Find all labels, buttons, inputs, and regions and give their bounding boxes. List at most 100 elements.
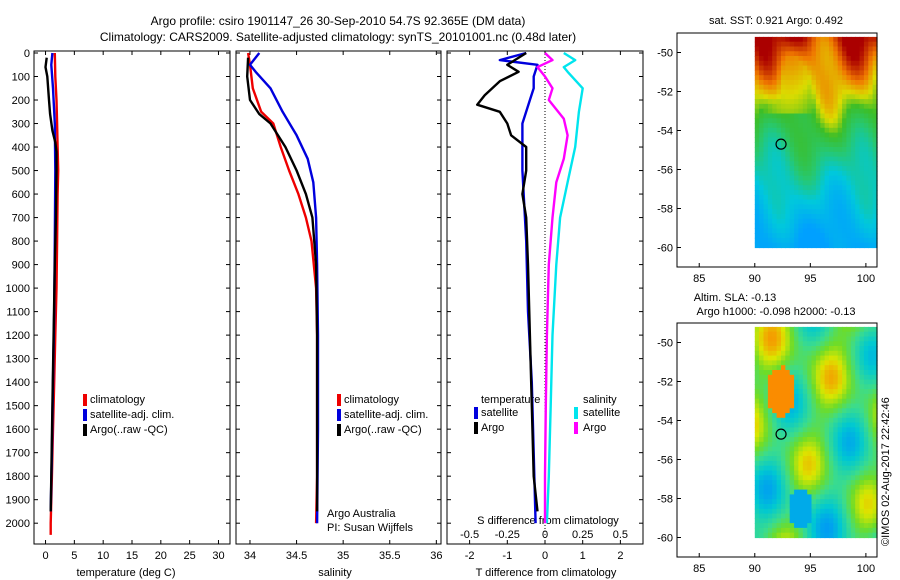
map-cell [829, 523, 834, 529]
map-cell [781, 147, 786, 153]
map-cell [829, 185, 834, 191]
map-cell [789, 365, 795, 371]
map-cell [781, 142, 786, 148]
map-cell [850, 441, 856, 448]
map-cell [785, 326, 791, 333]
map-cell [846, 180, 852, 186]
map-cell [868, 480, 874, 486]
map-cell [837, 123, 843, 129]
map-cell [763, 151, 769, 158]
map-cell [833, 389, 839, 395]
map-cell [794, 350, 800, 357]
map-cell [763, 379, 769, 385]
map-cell [842, 151, 848, 158]
map-cell [763, 99, 769, 105]
map-cell [802, 123, 808, 129]
map-cell [754, 214, 760, 220]
map-cell [776, 504, 782, 510]
map-cell [759, 432, 765, 438]
map-cell [789, 185, 795, 191]
map-cell [785, 355, 791, 361]
map-cell [829, 494, 834, 500]
map-cell [772, 408, 778, 414]
map-cell [767, 194, 773, 201]
map-cell [829, 80, 834, 86]
map-cell [798, 470, 804, 476]
map-cell [833, 451, 839, 457]
map-cell [837, 379, 843, 385]
legend-title-salinity: salinity [583, 394, 617, 406]
map-cell [772, 36, 778, 43]
map-cell [781, 336, 786, 342]
map-cell [850, 204, 856, 210]
map-cell [855, 532, 861, 539]
map-cell [833, 223, 839, 229]
map-cell [754, 228, 760, 234]
map-cell [815, 113, 821, 119]
map-cell [785, 350, 791, 357]
map-cell [802, 480, 808, 486]
map-cell [846, 80, 852, 86]
temperature-x-label: temperature (deg C) [76, 567, 175, 579]
map-cell [833, 185, 839, 191]
map-cell [837, 75, 843, 81]
map-cell [837, 432, 843, 438]
map-cell [754, 513, 760, 519]
map-cell [811, 331, 817, 338]
map-cell [781, 118, 786, 124]
map-cell [824, 350, 830, 357]
map-cell [868, 65, 874, 71]
map-cell [754, 223, 760, 229]
map-cell [829, 218, 834, 225]
map-cell [815, 374, 821, 381]
legend-climatology: climatology [90, 394, 146, 406]
map-cell [855, 56, 861, 62]
map-cell [859, 137, 865, 143]
map-cell [776, 156, 782, 162]
map-cell [767, 113, 773, 119]
map-cell [759, 94, 765, 100]
map-cell [811, 326, 817, 333]
map-cell [824, 417, 830, 424]
map-cell [863, 190, 869, 196]
map-cell [802, 94, 808, 100]
map-cell [759, 166, 765, 172]
map-cell [798, 389, 804, 395]
map-cell [868, 84, 874, 91]
map-cell [868, 175, 874, 182]
map-cell [859, 80, 865, 86]
map-cell [868, 151, 874, 158]
map-cell [807, 199, 813, 205]
map-cell [863, 84, 869, 91]
map-cell [798, 103, 804, 110]
map-cell [767, 199, 773, 205]
map-cell [820, 99, 826, 105]
map-cell [794, 403, 800, 409]
map-cell [872, 223, 878, 229]
map-cell [763, 365, 769, 371]
map-cell [846, 242, 852, 249]
map-cell [763, 46, 769, 52]
map-cell [794, 460, 800, 467]
map-cell [842, 46, 848, 52]
map-cell [781, 422, 786, 428]
map-cell [789, 499, 795, 505]
map-cell [824, 127, 830, 134]
map-cell [767, 504, 773, 510]
map-cell [846, 190, 852, 196]
map-cell [842, 489, 848, 495]
map-cell [837, 223, 843, 229]
map-cell [863, 504, 869, 510]
map-cell [802, 118, 808, 124]
map-cell [863, 480, 869, 486]
map-cell [859, 374, 865, 381]
map-cell [837, 103, 843, 110]
map-cell [798, 408, 804, 414]
map-cell [837, 365, 843, 371]
map-x-tick-label: 90 [749, 273, 761, 285]
map-cell [798, 499, 804, 505]
map-cell [781, 70, 786, 76]
map-cell [868, 432, 874, 438]
map-y-tick-label: -56 [657, 165, 673, 177]
map-cell [820, 422, 826, 428]
